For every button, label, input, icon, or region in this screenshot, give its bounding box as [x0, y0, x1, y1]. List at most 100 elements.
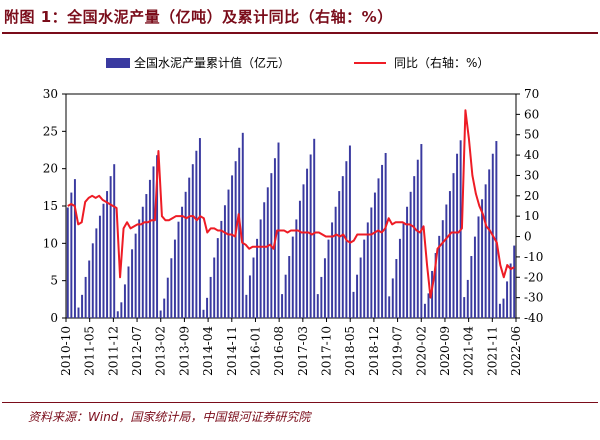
bar	[352, 291, 355, 318]
bar	[306, 168, 309, 318]
bar	[316, 294, 319, 318]
bar	[263, 202, 266, 318]
bar	[159, 310, 162, 318]
bar	[470, 256, 473, 318]
chart-title: 附图 1：全国水泥产量（亿吨）及累计同比（右轴：%）	[4, 8, 393, 26]
x-axis-tick-label: 2010-10	[59, 326, 73, 376]
x-axis-tick-label: 2011-05	[83, 326, 97, 376]
bar	[166, 277, 169, 318]
left-axis-tick-label: 10	[43, 236, 58, 250]
left-axis-tick-label: 25	[43, 124, 58, 138]
bar	[356, 274, 359, 318]
bar	[241, 132, 244, 318]
bar	[463, 297, 466, 318]
bar	[173, 239, 176, 318]
right-axis-tick-label: -30	[524, 291, 543, 305]
legend: 全国水泥产量累计值（亿元） 同比（右轴：%）	[106, 55, 489, 70]
left-axis-tick-label: 15	[43, 199, 58, 213]
bar	[509, 263, 512, 318]
bar	[213, 257, 216, 318]
plot-frame	[65, 93, 517, 319]
bar	[198, 138, 201, 318]
bar	[184, 191, 187, 318]
bar	[327, 239, 330, 318]
bar	[138, 219, 141, 318]
bar	[448, 191, 451, 318]
bar	[156, 155, 159, 318]
x-axis-tick-label: 2011-12	[106, 326, 120, 376]
bar	[413, 176, 416, 318]
bar	[466, 279, 469, 318]
x-axis-tick-label: 2022-06	[509, 326, 523, 376]
x-axis-tick-label: 2019-07	[391, 326, 405, 376]
bar	[384, 152, 387, 318]
x-axis-tick-label: 2014-04	[201, 326, 215, 376]
bar	[234, 161, 237, 318]
bar	[141, 206, 144, 318]
bar	[391, 278, 394, 318]
bar	[177, 221, 180, 318]
bar	[227, 189, 230, 318]
bar	[452, 173, 455, 318]
bar	[188, 177, 191, 318]
bar	[498, 303, 501, 318]
bar	[323, 258, 326, 318]
x-axis-tick-label: 2013-09	[177, 326, 191, 376]
bar	[309, 154, 312, 318]
bar	[181, 206, 184, 318]
bar	[170, 258, 173, 318]
left-axis-tick-label: 5	[50, 274, 58, 288]
bar	[81, 294, 84, 318]
bar	[116, 311, 119, 318]
bar	[91, 243, 94, 318]
bar	[256, 238, 259, 318]
right-axis-tick-label: 20	[524, 189, 539, 203]
right-axis-tick-label: 60	[524, 107, 539, 121]
legend-bar-label: 全国水泥产量累计值（亿元）	[134, 55, 290, 70]
bar	[231, 175, 234, 318]
bar	[291, 236, 294, 318]
bar	[506, 281, 509, 318]
bar	[484, 184, 487, 318]
bar	[245, 294, 248, 318]
bar	[195, 150, 198, 318]
bar	[266, 187, 269, 318]
x-axis-tick-label: 2020-09	[438, 326, 452, 376]
bar	[102, 203, 105, 318]
bar	[370, 207, 373, 318]
bar	[406, 206, 409, 318]
source-note: 资料来源：Wind，国家统计局，中国银河证券研究院	[28, 410, 311, 424]
left-axis-tick-label: 0	[50, 311, 58, 325]
bar	[348, 145, 351, 318]
bar	[148, 179, 151, 318]
bar	[495, 141, 498, 318]
right-axis-tick-label: 70	[524, 87, 539, 101]
x-axis-tick-label: 2016-08	[272, 326, 286, 376]
x-axis-tick-label: 2013-02	[154, 326, 168, 376]
bar	[441, 220, 444, 318]
bar	[381, 164, 384, 318]
bar	[284, 274, 287, 318]
bar	[123, 284, 126, 318]
bar	[423, 303, 426, 318]
bar	[66, 207, 69, 318]
bar	[95, 228, 98, 318]
bar	[84, 276, 87, 318]
right-axis-tick-label: 10	[524, 209, 539, 223]
bar	[163, 298, 166, 318]
bar	[434, 253, 437, 318]
right-axis-tick-label: 0	[524, 230, 532, 244]
bar	[70, 192, 73, 318]
legend-line-label: 同比（右轴：%）	[394, 55, 489, 70]
bar	[252, 257, 255, 318]
bar	[216, 238, 219, 318]
bar	[288, 256, 291, 318]
bar	[502, 298, 505, 318]
bar	[373, 192, 376, 318]
bar	[109, 176, 112, 318]
bar	[191, 164, 194, 318]
right-axis-tick-label: -20	[524, 270, 543, 284]
bar	[366, 222, 369, 318]
right-axis-tick-label: 40	[524, 148, 539, 162]
bar	[456, 153, 459, 318]
